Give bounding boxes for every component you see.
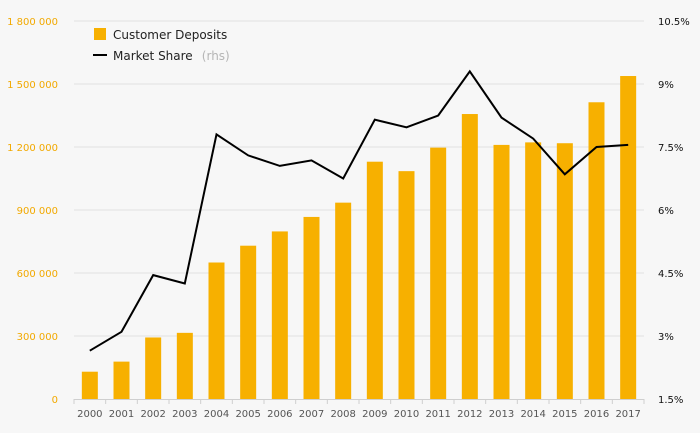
- x-tick-label: 2004: [204, 409, 229, 420]
- left-tick-label: 300 000: [17, 332, 58, 343]
- x-tick-label: 2015: [552, 409, 577, 420]
- x-tick-label: 2014: [520, 409, 545, 420]
- right-tick-label: 6%: [658, 206, 674, 217]
- x-tick-label: 2008: [330, 409, 355, 420]
- bar-2012: [461, 114, 478, 399]
- left-tick-label: 1 200 000: [7, 143, 58, 154]
- bar-2016: [588, 102, 605, 400]
- x-tick-label: 2010: [394, 409, 419, 420]
- left-tick-label: 600 000: [17, 269, 58, 280]
- x-tick-label: 2003: [172, 409, 197, 420]
- legend: Customer Deposits Market Share (rhs): [93, 28, 230, 64]
- right-tick-label: 10.5%: [658, 17, 690, 28]
- gridlines: [74, 20, 644, 337]
- bar-2002: [145, 337, 162, 399]
- x-tick-label: 2017: [615, 409, 640, 420]
- left-tick-label: 1 500 000: [7, 80, 58, 91]
- x-axis: 2000 2001 2002 2003 2004 2005 2006 2007 2008 2009…: [73, 399, 645, 420]
- legend-share-label: Market Share: [113, 49, 193, 63]
- market-share-polyline: [89, 69, 629, 352]
- market-share-line: [89, 69, 629, 352]
- x-tick-label: 2016: [584, 409, 609, 420]
- left-tick-label: 0: [52, 395, 58, 406]
- x-tick-label: 2002: [140, 409, 165, 420]
- right-axis-ticks: 1.5% 3% 4.5% 6% 7.5% 9% 10.5%: [658, 17, 690, 406]
- bar-2011: [430, 147, 447, 399]
- bar-2013: [493, 144, 510, 399]
- bar-2009: [366, 161, 383, 399]
- right-tick-label: 3%: [658, 332, 674, 343]
- legend-share-text: Market Share (rhs): [113, 45, 230, 64]
- bar-2006: [271, 231, 288, 399]
- bar-2015: [556, 143, 573, 399]
- bar-2000: [81, 371, 98, 399]
- x-tick-label: 2006: [267, 409, 292, 420]
- bar-2017: [620, 76, 637, 400]
- bar-2001: [113, 361, 130, 399]
- bar-2005: [240, 245, 257, 399]
- x-tick-label: 2005: [235, 409, 260, 420]
- left-tick-label: 900 000: [17, 206, 58, 217]
- bar-2003: [176, 332, 193, 399]
- right-tick-label: 9%: [658, 80, 674, 91]
- bar-2008: [335, 202, 352, 399]
- right-tick-label: 4.5%: [658, 269, 683, 280]
- deposits-bars: [81, 76, 637, 400]
- x-tick-label: 2001: [109, 409, 134, 420]
- x-tick-label: 2007: [299, 409, 324, 420]
- x-tick-label: 2013: [489, 409, 514, 420]
- x-tick-label: 2012: [457, 409, 482, 420]
- bar-2010: [398, 171, 415, 399]
- legend-deposits-swatch: [94, 28, 106, 40]
- legend-deposits-label: Customer Deposits: [113, 28, 227, 42]
- left-tick-label: 1 800 000: [7, 17, 58, 28]
- right-tick-label: 7.5%: [658, 143, 683, 154]
- bar-2007: [303, 216, 320, 399]
- left-axis-ticks: 0 300 000 600 000 900 000 1 200 000 1 500 000…: [7, 17, 58, 406]
- right-tick-label: 1.5%: [658, 395, 683, 406]
- bar-2014: [525, 142, 542, 399]
- x-tick-label: 2011: [425, 409, 450, 420]
- bar-2004: [208, 262, 225, 399]
- x-tick-label: 2009: [362, 409, 387, 420]
- x-tick-label: 2000: [77, 409, 102, 420]
- legend-share-suffix: (rhs): [202, 49, 230, 63]
